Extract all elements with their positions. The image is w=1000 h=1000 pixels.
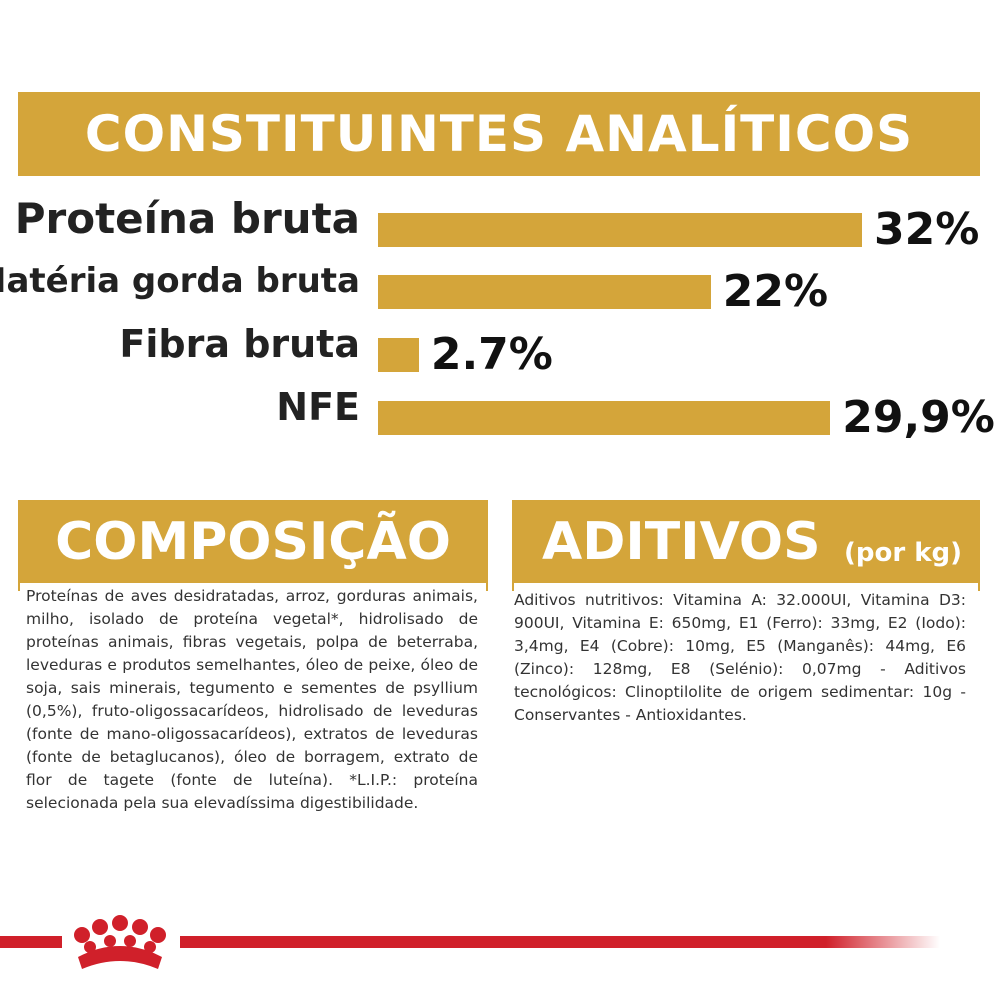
additives-text: Aditivos nutritivos: Vitamina A: 32.000U… [514, 591, 966, 724]
category-label: NFE [276, 385, 360, 429]
category-label: Proteína bruta [14, 194, 360, 243]
bar-row: NFE 29,9% [0, 383, 1000, 445]
bar [378, 338, 419, 372]
additives-header: ADITIVOS (por kg) [512, 500, 980, 583]
additives-frame [512, 583, 980, 591]
bar-row: Matéria gorda bruta 22% [0, 257, 1000, 319]
value-label: 29,9% [842, 392, 995, 443]
composition-frame [18, 583, 488, 591]
bar [378, 213, 862, 247]
bar-row: Proteína bruta 32% [0, 195, 1000, 257]
additives-title: ADITIVOS [542, 512, 821, 572]
value-label: 32% [874, 204, 980, 255]
crown-logo [74, 915, 166, 969]
composition-text: Proteínas de aves desidratadas, arroz, g… [26, 587, 478, 812]
footer-line [0, 936, 62, 948]
value-label: 22% [722, 266, 829, 317]
category-label: Fibra bruta [119, 322, 360, 366]
additives-unit: (por kg) [843, 538, 962, 568]
bar [378, 401, 831, 435]
value-label: 2.7% [430, 329, 553, 380]
header-title: CONSTITUINTES ANALÍTICOS [84, 105, 914, 163]
category-label: Matéria gorda bruta [0, 261, 360, 301]
composition-header: COMPOSIÇÃO [18, 500, 488, 583]
bar [378, 275, 711, 309]
footer [0, 915, 940, 969]
chart: Proteína bruta 32% Matéria gorda bruta 22% F… [0, 195, 1000, 455]
footer-line [180, 936, 940, 948]
bar-row: Fibra bruta 2.7% [0, 320, 1000, 382]
composition-title: COMPOSIÇÃO [55, 511, 451, 572]
header-band: CONSTITUINTES ANALÍTICOS [18, 92, 980, 176]
